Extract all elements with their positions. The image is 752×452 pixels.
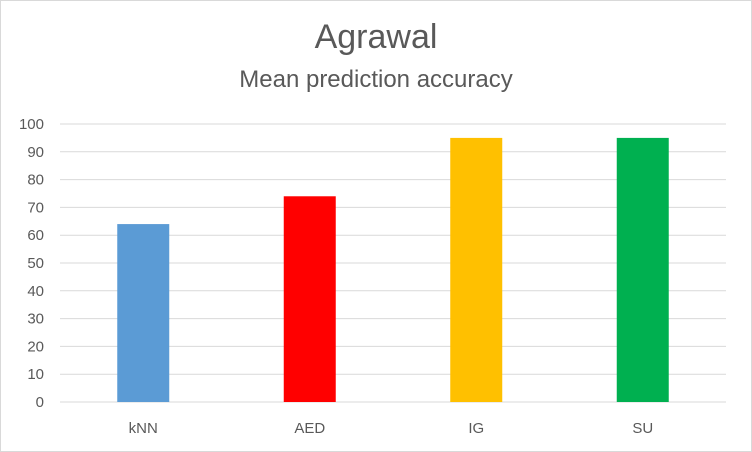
y-axis-ticks: 0 10 20 30 40 50 60 70 80 90 100 [19, 116, 44, 411]
y-tick-label: 20 [27, 338, 44, 355]
bar-ig [450, 137, 503, 402]
bars [117, 137, 669, 402]
bar-aed [283, 196, 336, 402]
bar-knn [117, 224, 170, 402]
y-tick-label: 90 [27, 144, 44, 161]
x-axis-ticks: kNN AED IG SU [129, 420, 654, 437]
gridlines [60, 123, 726, 403]
y-tick-label: 0 [36, 394, 44, 411]
y-tick-label: 60 [27, 227, 44, 244]
x-tick-label: AED [294, 420, 325, 437]
bar-su [616, 137, 669, 402]
chart-subtitle: Mean prediction accuracy [239, 66, 513, 93]
y-tick-label: 30 [27, 311, 44, 328]
y-tick-label: 50 [27, 255, 44, 272]
x-tick-label: kNN [129, 420, 158, 437]
y-tick-label: 80 [27, 172, 44, 189]
x-tick-label: SU [632, 420, 653, 437]
chart-title: Agrawal [314, 18, 438, 56]
y-tick-label: 10 [27, 366, 44, 383]
y-tick-label: 70 [27, 199, 44, 216]
y-tick-label: 40 [27, 283, 44, 300]
x-tick-label: IG [468, 420, 484, 437]
y-tick-label: 100 [19, 116, 44, 133]
